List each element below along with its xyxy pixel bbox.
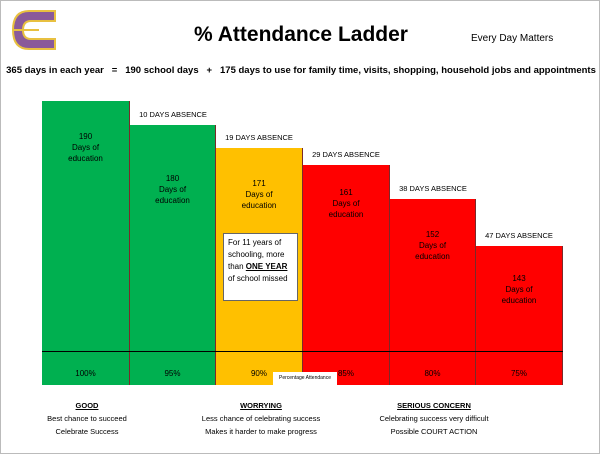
ladder-bar: 180 Days of education 95% [130, 125, 216, 385]
absence-label: 10 DAYS ABSENCE [139, 110, 207, 119]
note-text: For 11 years of schooling, more than [228, 238, 285, 271]
bar-percent: 100% [75, 369, 96, 378]
bar-days: 161 Days of education [328, 188, 364, 219]
tagline: Every Day Matters [471, 33, 554, 44]
bar-percent: 95% [164, 369, 181, 378]
bar-percent: 80% [424, 369, 441, 378]
ladder-bar: 190 Days of education 100% [42, 101, 130, 385]
divider [42, 351, 563, 352]
ladder-bar: 161 Days of education 85% [303, 165, 390, 385]
bar-percent: 75% [510, 369, 527, 378]
days-equation: 365 days in each year = 190 school days … [6, 65, 596, 76]
caption-serious: SERIOUS CONCERN Celebrating success very … [379, 401, 489, 436]
absence-label: 38 DAYS ABSENCE [399, 184, 467, 193]
note-emphasis: ONE YEAR [245, 262, 288, 271]
bar-days: 143 Days of education [501, 274, 537, 305]
bar-percent: 85% [337, 369, 354, 378]
note-text-end: of school missed [228, 274, 288, 283]
percentage-attendance-label: Percentage Attendance [273, 372, 337, 385]
absence-label: 47 DAYS ABSENCE [485, 231, 553, 240]
note-box: For 11 years of schooling, more than ONE… [223, 233, 298, 301]
absence-label: 29 DAYS ABSENCE [312, 150, 380, 159]
bar-days: 152 Days of education [415, 230, 450, 261]
bar-days: 171 Days of education [241, 179, 277, 210]
page-title: % Attendance Ladder [194, 23, 408, 46]
caption-worrying: WORRYING Less chance of celebrating succe… [201, 401, 321, 436]
bar-days: 190 Days of education [68, 132, 103, 163]
bar-percent: 90% [250, 369, 267, 378]
ladder-bar: 143 Days of education 75% [476, 246, 563, 385]
ladder-bar: 152 Days of education 80% [390, 199, 476, 385]
caption-good: GOOD Best chance to succeed Celebrate Succ… [47, 401, 127, 436]
bar-days: 180 Days of education [155, 174, 190, 205]
absence-label: 19 DAYS ABSENCE [225, 133, 293, 142]
school-logo [11, 10, 56, 50]
